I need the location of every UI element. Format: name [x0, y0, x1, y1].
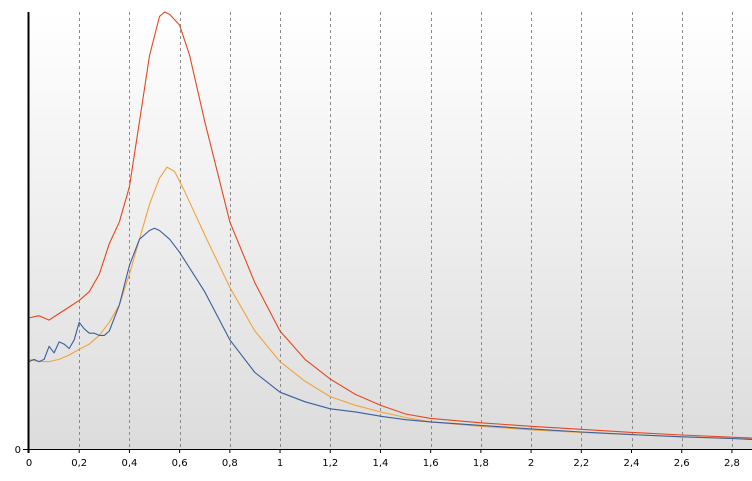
x-tick-label-10: 2 — [528, 458, 534, 469]
x-tick-label-13: 2,6 — [674, 458, 690, 469]
x-tick-label-6: 1,2 — [322, 458, 338, 469]
x-tick-label-9: 1,8 — [473, 458, 489, 469]
x-tick-label-4: 0,8 — [222, 458, 238, 469]
x-tick-label-0: 0 — [26, 458, 32, 469]
x-tick-label-2: 0,4 — [121, 458, 137, 469]
series-line-1 — [28, 11, 752, 439]
series-layer — [28, 11, 752, 440]
x-tick-label-7: 1,4 — [373, 458, 389, 469]
x-tick-label-8: 1,6 — [423, 458, 439, 469]
tick-labels: 0 0,2 0,4 0,6 0,8 1 1,2 1,4 1,6 1,8 2 2,2 2,4 2,6 2,8 0 — [15, 445, 740, 469]
grid-lines — [79, 12, 733, 449]
x-tick-label-5: 1 — [277, 458, 283, 469]
x-tick-label-3: 0,6 — [172, 458, 188, 469]
x-tick-label-12: 2,4 — [624, 458, 640, 469]
plot-area — [29, 12, 752, 449]
axes — [23, 12, 752, 453]
series-line-3 — [28, 227, 752, 440]
x-tick-label-14: 2,8 — [724, 458, 740, 469]
x-tick-label-11: 2,2 — [573, 458, 589, 469]
y-tick-label-0: 0 — [15, 445, 21, 456]
series-line-2 — [28, 166, 752, 440]
x-tick-label-1: 0,2 — [71, 458, 87, 469]
